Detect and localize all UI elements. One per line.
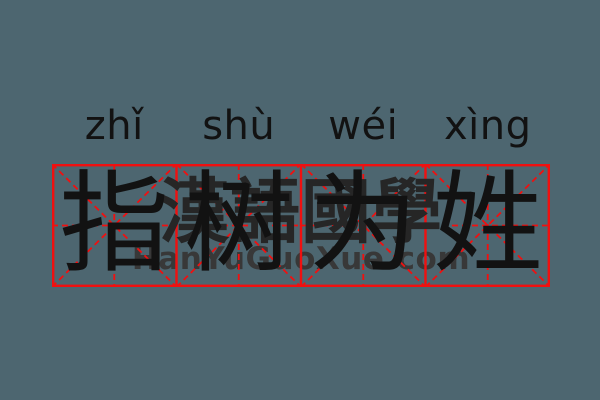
grid-lines [52,164,550,287]
hanzi-character-2: 树 [183,160,294,288]
pinyin-syllable-3: wéi [328,103,399,149]
hanzi-character-1: 指 [59,160,170,288]
pinyin-row: zhǐ shù wéi xìng [52,100,550,148]
hanzi-character-3: 为 [308,160,419,288]
cjk-watermark: 漢語國學 [159,170,443,253]
pinyin-syllable-1: zhǐ [84,103,144,149]
pinyin-syllable-4: xìng [443,103,532,149]
mizige-grid: HanYuGuoXue.com [52,164,550,287]
hanzi-character-4: 姓 [432,160,543,288]
idiom-characters-row: 指 树 为 姓 [52,164,550,287]
pinyin-syllable-2: shù [202,103,276,149]
